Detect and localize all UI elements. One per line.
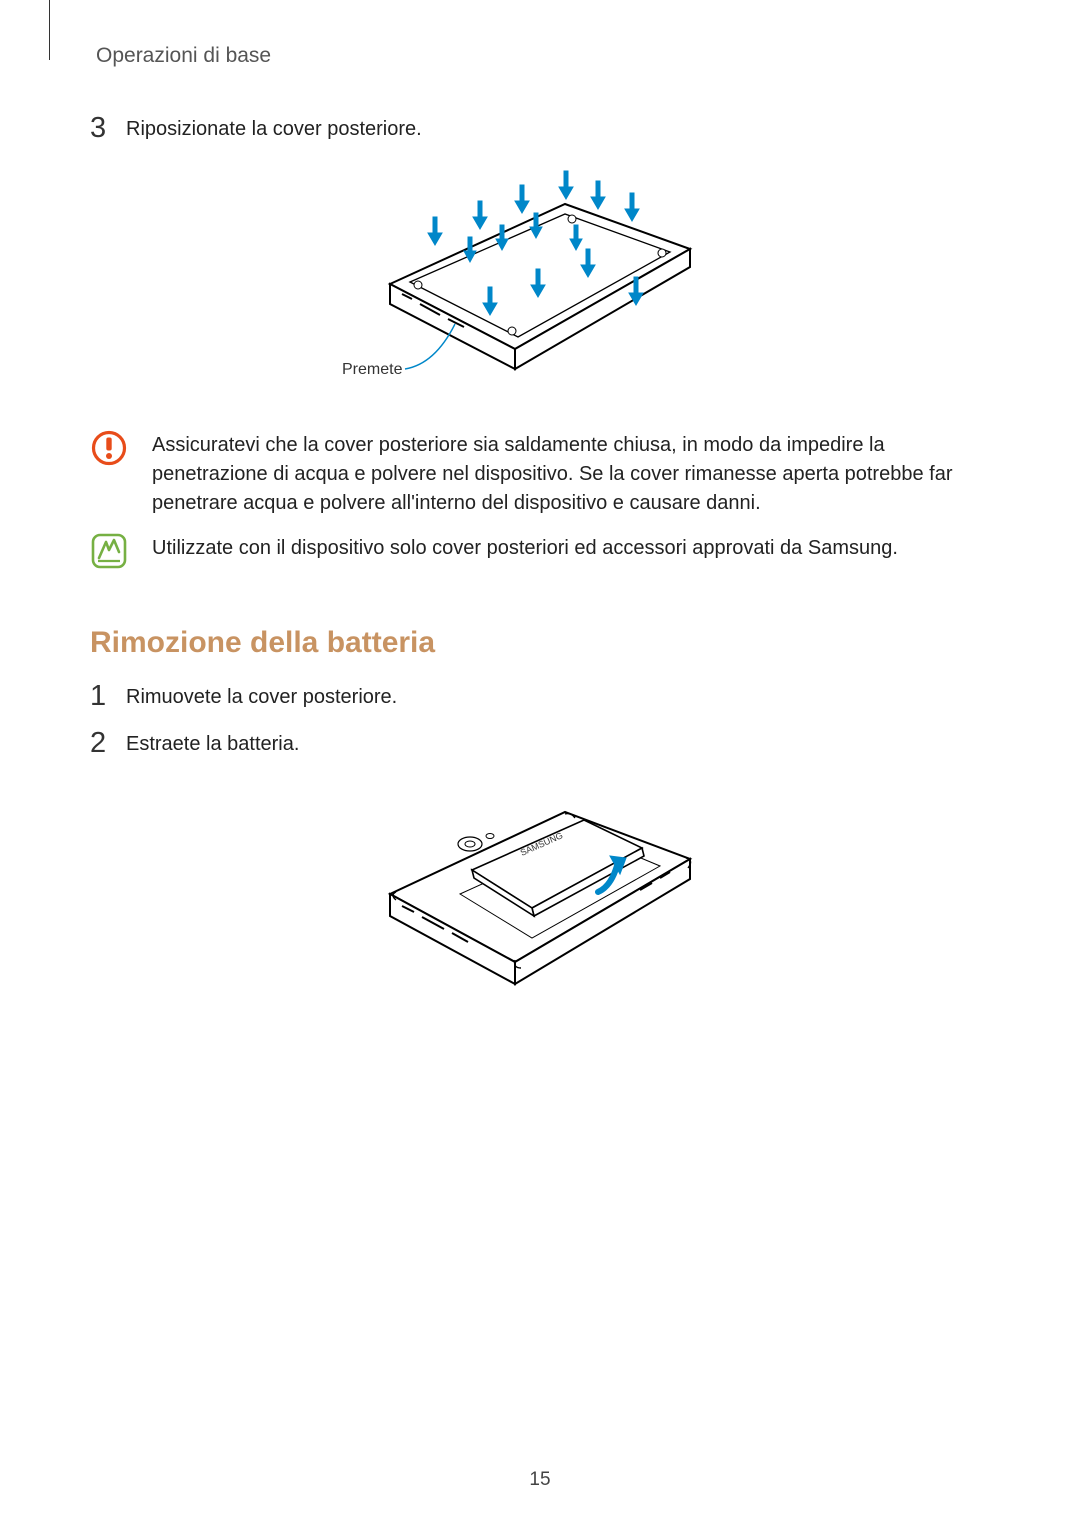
callout-note-text: Utilizzate con il dispositivo solo cover… <box>152 532 898 570</box>
figure-cover-reposition: Premete <box>90 159 990 409</box>
diagram-label: Premete <box>342 361 403 378</box>
figure-battery-removal: SAMSUNG <box>90 774 990 1024</box>
section-title-battery-removal: Rimozione della batteria <box>90 626 990 660</box>
step-number: 2 <box>90 729 112 758</box>
step-text: Rimuovete la cover posteriore. <box>126 682 397 711</box>
page-number: 15 <box>0 1469 1080 1491</box>
header-rule <box>49 0 50 60</box>
step-2: 2 Estraete la batteria. <box>90 729 990 758</box>
cover-reposition-diagram: Premete <box>340 159 740 409</box>
step-number: 3 <box>90 114 112 143</box>
warning-icon <box>90 429 128 467</box>
callout-note: Utilizzate con il dispositivo solo cover… <box>90 532 990 570</box>
page-header: Operazioni di base <box>90 44 990 68</box>
step-text: Estraete la batteria. <box>126 729 299 758</box>
note-icon <box>90 532 128 570</box>
callout-warning: Assicuratevi che la cover posteriore sia… <box>90 429 990 518</box>
page: Operazioni di base 3 Riposizionate la co… <box>0 0 1080 1527</box>
step-1: 1 Rimuovete la cover posteriore. <box>90 682 990 711</box>
step-number: 1 <box>90 682 112 711</box>
callout-warning-text: Assicuratevi che la cover posteriore sia… <box>152 429 990 518</box>
battery-removal-diagram: SAMSUNG <box>340 774 740 1024</box>
step-text: Riposizionate la cover posteriore. <box>126 114 422 143</box>
step-3: 3 Riposizionate la cover posteriore. <box>90 114 990 143</box>
